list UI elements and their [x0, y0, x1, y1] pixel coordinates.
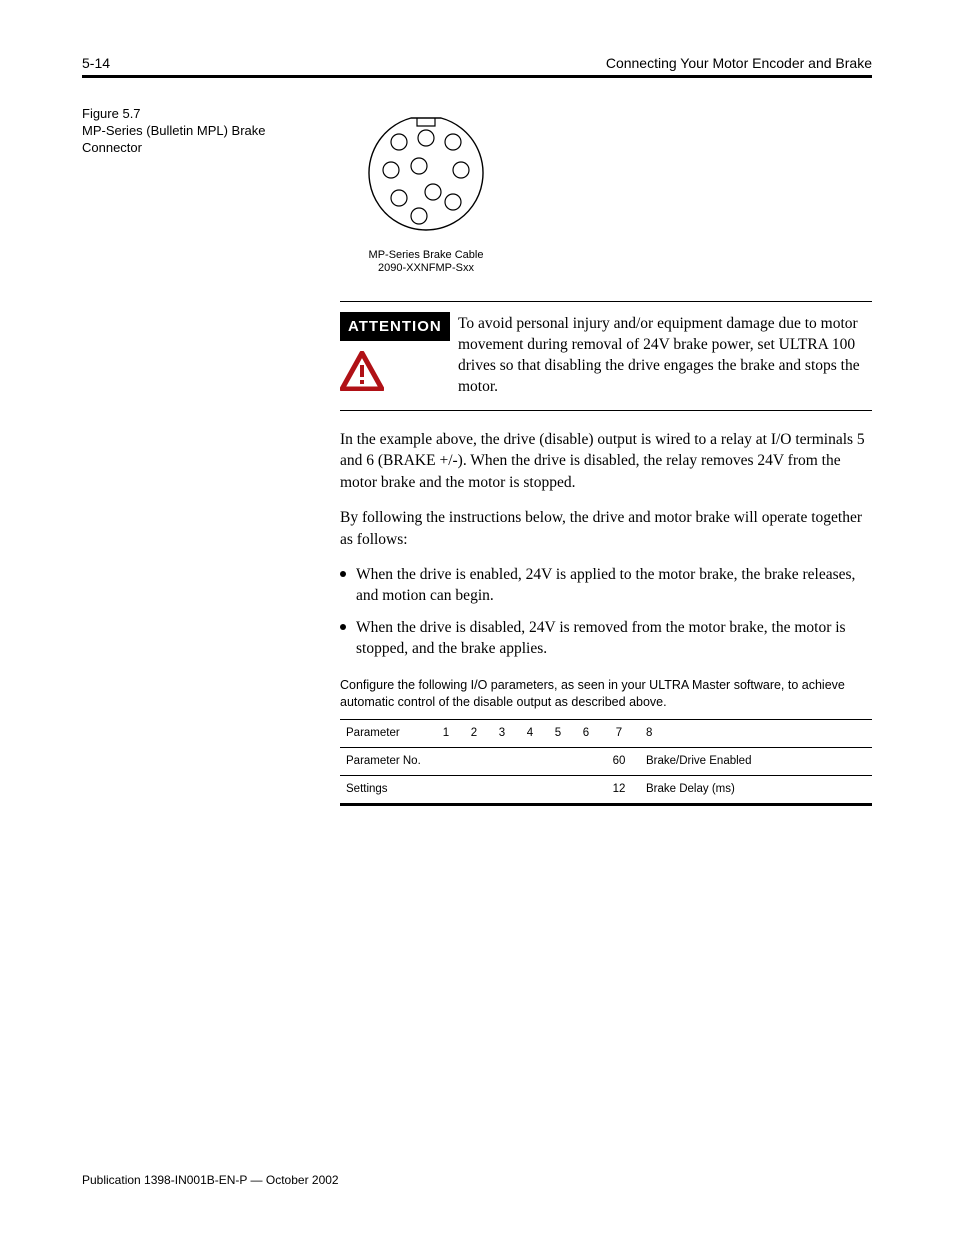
row1-8: Brake/Drive Enabled [638, 748, 872, 776]
chapter-title: Connecting Your Motor Encoder and Brake [606, 55, 872, 71]
connector-caption-line2: 2090-XXNFMP-Sxx [378, 262, 474, 274]
figure-label-num: Figure 5.7 [82, 106, 141, 121]
row1-label: Parameter No. [340, 748, 432, 776]
row2-b1 [432, 776, 460, 805]
para1: In the example above, the drive (disable… [340, 429, 872, 493]
row1-b2 [460, 748, 488, 776]
col-4: 4 [516, 720, 544, 748]
row1-b5 [544, 748, 572, 776]
connector-caption: MP-Series Brake Cable 2090-XXNFMP-Sxx [340, 249, 512, 275]
body-text: In the example above, the drive (disable… [340, 429, 872, 659]
row1-b4 [516, 748, 544, 776]
attention-block: ATTENTION To avoid personal injury and/o… [340, 301, 872, 411]
page-header: 5-14 Connecting Your Motor Encoder and B… [82, 55, 872, 71]
col-2: 2 [460, 720, 488, 748]
col-3: 3 [488, 720, 516, 748]
row2-7: 12 [600, 776, 638, 805]
warning-icon [340, 351, 384, 391]
header-rule [82, 75, 872, 78]
row2-b3 [488, 776, 516, 805]
bullet-icon [340, 571, 346, 577]
page-footer: Publication 1398-IN001B-EN-P — October 2… [82, 1173, 872, 1187]
row2-b6 [572, 776, 600, 805]
row2-b2 [460, 776, 488, 805]
col-6: 6 [572, 720, 600, 748]
table-row: Parameter No. 60 Brake/Drive Enabled [340, 748, 872, 776]
parameter-table: Parameter 1 2 3 4 5 6 7 8 Parameter No. [340, 719, 872, 806]
row1-b6 [572, 748, 600, 776]
footer-pub: Publication 1398-IN001B-EN-P — October 2… [82, 1173, 339, 1187]
bullet-icon [340, 624, 346, 630]
col-5: 5 [544, 720, 572, 748]
row2-label: Settings [340, 776, 432, 805]
row1-b3 [488, 748, 516, 776]
row2-b5 [544, 776, 572, 805]
col-8: 8 [638, 720, 872, 748]
row1-7: 60 [600, 748, 638, 776]
table-header-row: Parameter 1 2 3 4 5 6 7 8 [340, 720, 872, 748]
config-intro: Configure the following I/O parameters, … [340, 677, 872, 711]
connector-caption-line1: MP-Series Brake Cable [369, 249, 484, 261]
connector-diagram [361, 110, 491, 240]
row2-8: Brake Delay (ms) [638, 776, 872, 805]
col-1: 1 [432, 720, 460, 748]
attention-label: ATTENTION [340, 312, 450, 341]
list-item: When the drive is disabled, 24V is remov… [340, 617, 872, 660]
para2: By following the instructions below, the… [340, 507, 872, 550]
bullet-text-2: When the drive is disabled, 24V is remov… [356, 617, 872, 660]
col-7: 7 [600, 720, 638, 748]
figure-label: Figure 5.7 MP-Series (Bulletin MPL) Brak… [82, 106, 316, 157]
row1-b1 [432, 748, 460, 776]
attention-text: To avoid personal injury and/or equipmen… [458, 312, 872, 398]
figure-label-title: MP-Series (Bulletin MPL) Brake Connector [82, 123, 266, 155]
row2-b4 [516, 776, 544, 805]
list-item: When the drive is enabled, 24V is applie… [340, 564, 872, 607]
chapter-num: 5-14 [82, 55, 110, 71]
col-parameter: Parameter [340, 720, 432, 748]
table-row: Settings 12 Brake Delay (ms) [340, 776, 872, 805]
bullet-text-1: When the drive is enabled, 24V is applie… [356, 564, 872, 607]
